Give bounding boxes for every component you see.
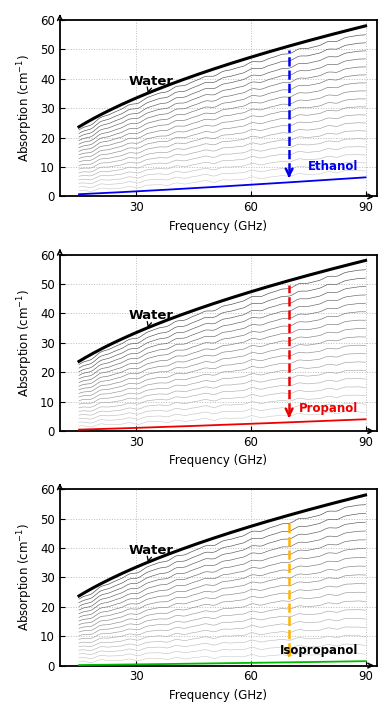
Text: Propanol: Propanol	[299, 402, 358, 415]
Text: Ethanol: Ethanol	[307, 160, 358, 173]
Y-axis label: Absorption (cm$^{-1}$): Absorption (cm$^{-1}$)	[15, 54, 34, 162]
X-axis label: Frequency (GHz): Frequency (GHz)	[169, 689, 267, 702]
X-axis label: Frequency (GHz): Frequency (GHz)	[169, 455, 267, 467]
Text: Isopropanol: Isopropanol	[279, 644, 358, 657]
Text: Water: Water	[129, 309, 174, 328]
Y-axis label: Absorption (cm$^{-1}$): Absorption (cm$^{-1}$)	[15, 523, 34, 632]
Text: Water: Water	[129, 75, 174, 93]
Text: Water: Water	[129, 543, 174, 562]
X-axis label: Frequency (GHz): Frequency (GHz)	[169, 220, 267, 233]
Y-axis label: Absorption (cm$^{-1}$): Absorption (cm$^{-1}$)	[15, 289, 34, 397]
